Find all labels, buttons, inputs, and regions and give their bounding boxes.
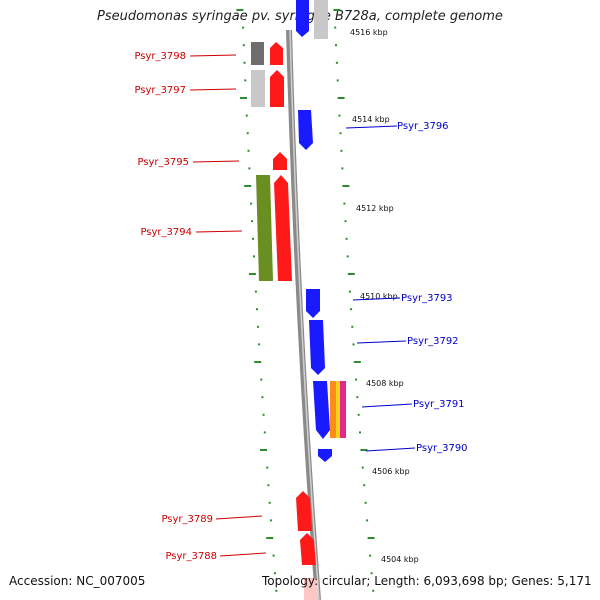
kbp-axis-labels: 4516 kbp 4514 kbp 4512 kbp 4510 kbp 4508… — [350, 28, 419, 564]
gene-label[interactable]: Psyr_3794 — [140, 227, 192, 238]
kbp-label: 4514 kbp — [352, 115, 390, 124]
gene-feature-yellow[interactable] — [336, 381, 340, 438]
gene-psyr-3795[interactable] — [273, 152, 287, 170]
kbp-label: 4508 kbp — [366, 379, 404, 388]
gene-label[interactable]: Psyr_3789 — [161, 514, 213, 525]
genome-backbone-line — [286, 29, 321, 600]
gene-feature-grey[interactable] — [251, 70, 265, 107]
accession-text: Accession: NC_007005 — [9, 574, 146, 588]
gene-psyr-3792[interactable] — [309, 320, 325, 375]
gene-label[interactable]: Psyr_3791 — [413, 399, 465, 410]
gene-label[interactable]: Psyr_3792 — [407, 336, 459, 347]
kbp-label: 4512 kbp — [356, 204, 394, 213]
gene-feature-orange[interactable] — [330, 381, 336, 438]
gene-feature-grey[interactable] — [314, 0, 328, 39]
gene-feature-grey[interactable] — [251, 42, 264, 65]
gene-leader-lines — [189, 54, 416, 557]
gene-label[interactable]: Psyr_3795 — [137, 157, 189, 168]
gene-psyr-3796[interactable] — [298, 110, 313, 150]
gene-label[interactable]: Psyr_3790 — [416, 443, 468, 454]
gene-feature-blue[interactable] — [296, 0, 309, 37]
kbp-label: 4506 kbp — [372, 467, 410, 476]
gene-psyr-3791[interactable] — [313, 381, 330, 439]
gene-feature-olive[interactable] — [256, 175, 273, 281]
gene-feature-faded — [304, 578, 318, 600]
gene-label[interactable]: Psyr_3793 — [401, 293, 453, 304]
gene-psyr-3790[interactable] — [318, 449, 332, 462]
gene-feature-magenta[interactable] — [340, 381, 346, 438]
tick-marks-right — [333, 9, 375, 592]
gene-psyr-3797[interactable] — [270, 70, 284, 107]
genome-summary-text: Topology: circular; Length: 6,093,698 bp… — [262, 574, 592, 588]
gene-psyr-3798[interactable] — [270, 42, 283, 65]
kbp-label: 4504 kbp — [381, 555, 419, 564]
reverse-strand-genes — [251, 42, 318, 600]
gene-psyr-3794[interactable] — [274, 175, 292, 281]
kbp-label: 4510 kbp — [360, 292, 398, 301]
gene-psyr-3793[interactable] — [306, 289, 320, 318]
gene-label[interactable]: Psyr_3797 — [134, 85, 186, 96]
gene-label[interactable]: Psyr_3788 — [165, 551, 217, 562]
tick-marks-left — [236, 9, 278, 592]
gene-label[interactable]: Psyr_3798 — [134, 51, 186, 62]
kbp-label: 4516 kbp — [350, 28, 388, 37]
forward-strand-genes — [296, 0, 346, 462]
gene-psyr-3789[interactable] — [296, 491, 312, 531]
gene-label[interactable]: Psyr_3796 — [397, 121, 449, 132]
gene-psyr-3788[interactable] — [300, 533, 316, 565]
genome-backbone-highlight — [289, 29, 320, 600]
